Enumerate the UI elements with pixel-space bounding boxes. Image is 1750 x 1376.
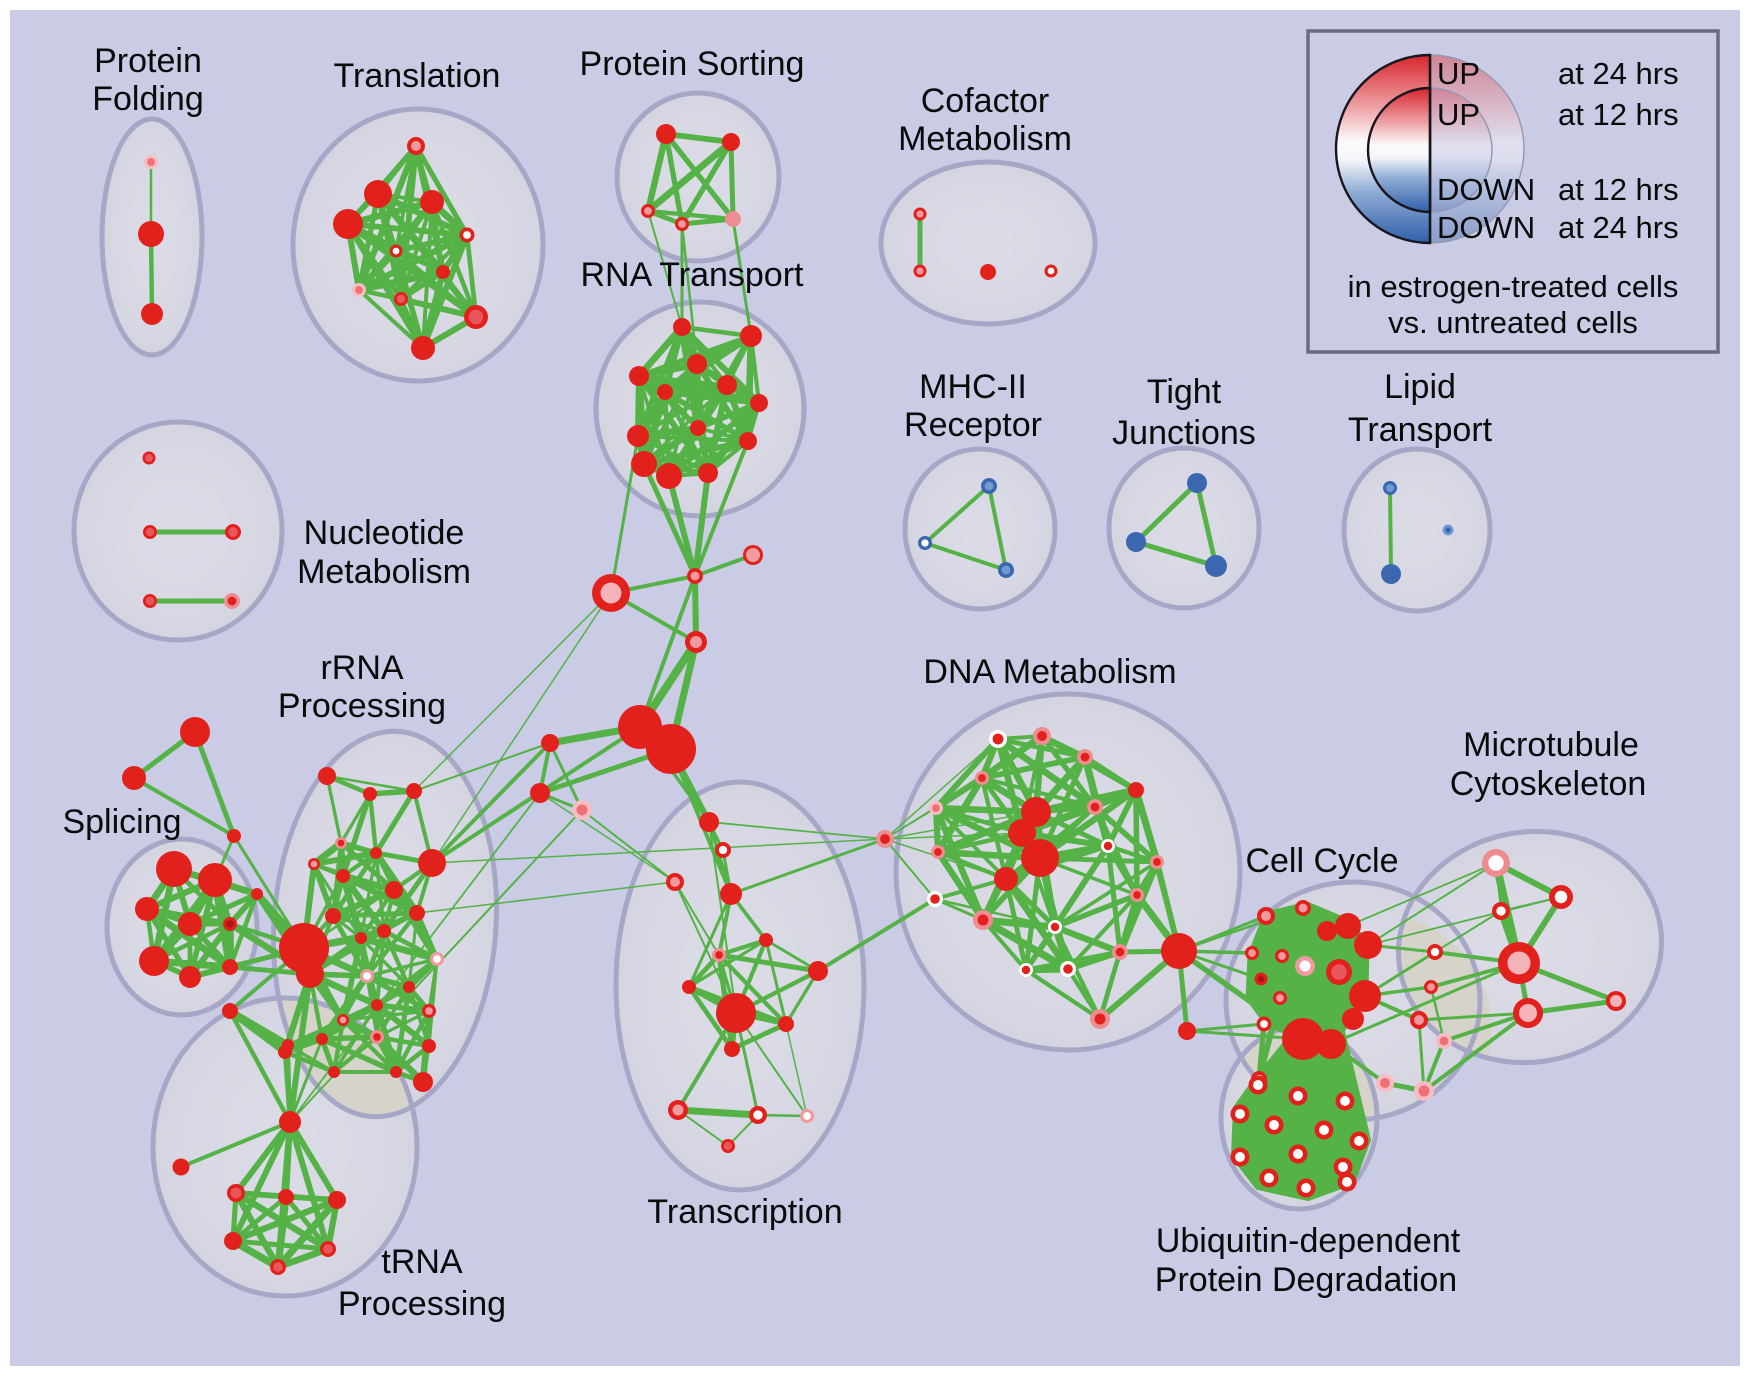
- svg-text:Microtubule: Microtubule: [1463, 726, 1639, 764]
- svg-text:Metabolism: Metabolism: [297, 553, 471, 591]
- svg-text:Protein Sorting: Protein Sorting: [580, 45, 805, 83]
- svg-text:at 24 hrs: at 24 hrs: [1558, 210, 1679, 245]
- svg-text:UP: UP: [1437, 56, 1480, 91]
- svg-text:rRNA: rRNA: [320, 649, 403, 687]
- svg-text:Cytoskeleton: Cytoskeleton: [1450, 765, 1647, 803]
- svg-text:DOWN: DOWN: [1437, 210, 1535, 245]
- svg-text:RNA Transport: RNA Transport: [581, 256, 805, 294]
- svg-text:tRNA: tRNA: [381, 1243, 463, 1281]
- svg-text:Processing: Processing: [278, 687, 446, 725]
- svg-text:Junctions: Junctions: [1112, 414, 1256, 452]
- svg-text:at 12 hrs: at 12 hrs: [1558, 172, 1679, 207]
- svg-text:DNA Metabolism: DNA Metabolism: [923, 653, 1176, 691]
- svg-text:Nucleotide: Nucleotide: [304, 514, 465, 552]
- svg-text:MHC-II: MHC-II: [919, 368, 1027, 406]
- svg-text:Splicing: Splicing: [62, 803, 181, 841]
- svg-text:Protein: Protein: [94, 42, 202, 80]
- svg-text:DOWN: DOWN: [1437, 172, 1535, 207]
- svg-text:Metabolism: Metabolism: [898, 120, 1072, 158]
- svg-text:Translation: Translation: [334, 57, 501, 95]
- svg-text:Transport: Transport: [1348, 411, 1493, 449]
- svg-text:Cofactor: Cofactor: [921, 82, 1050, 120]
- svg-text:at 12 hrs: at 12 hrs: [1558, 97, 1679, 132]
- svg-text:Receptor: Receptor: [904, 406, 1042, 444]
- svg-text:Ubiquitin-dependent: Ubiquitin-dependent: [1156, 1222, 1461, 1260]
- svg-text:at 24 hrs: at 24 hrs: [1558, 56, 1679, 91]
- svg-text:Lipid: Lipid: [1384, 368, 1456, 406]
- svg-text:Cell Cycle: Cell Cycle: [1245, 842, 1398, 880]
- svg-text:in estrogen-treated cells: in estrogen-treated cells: [1348, 269, 1679, 304]
- svg-text:Processing: Processing: [338, 1285, 506, 1323]
- svg-text:vs. untreated cells: vs. untreated cells: [1388, 305, 1638, 340]
- svg-text:Folding: Folding: [92, 80, 204, 118]
- svg-text:Protein Degradation: Protein Degradation: [1155, 1261, 1457, 1299]
- svg-text:Transcription: Transcription: [647, 1193, 842, 1231]
- svg-text:UP: UP: [1437, 97, 1480, 132]
- svg-text:Tight: Tight: [1147, 373, 1222, 411]
